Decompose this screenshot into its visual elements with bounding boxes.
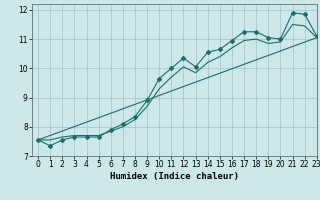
X-axis label: Humidex (Indice chaleur): Humidex (Indice chaleur) [110, 172, 239, 181]
